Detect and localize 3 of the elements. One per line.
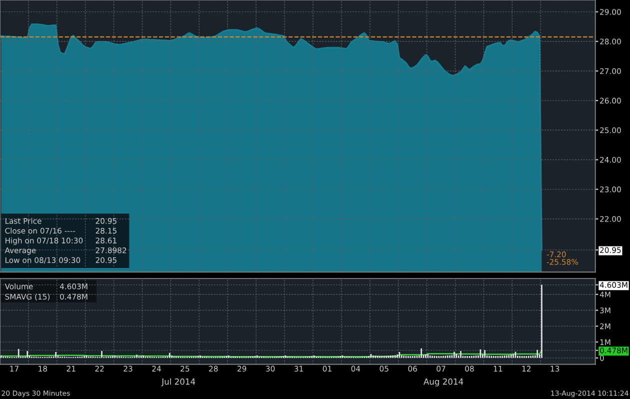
- line-series: [0, 350, 542, 358]
- text: Jul 2014: [161, 378, 196, 386]
- text: Aug 2014: [424, 378, 464, 386]
